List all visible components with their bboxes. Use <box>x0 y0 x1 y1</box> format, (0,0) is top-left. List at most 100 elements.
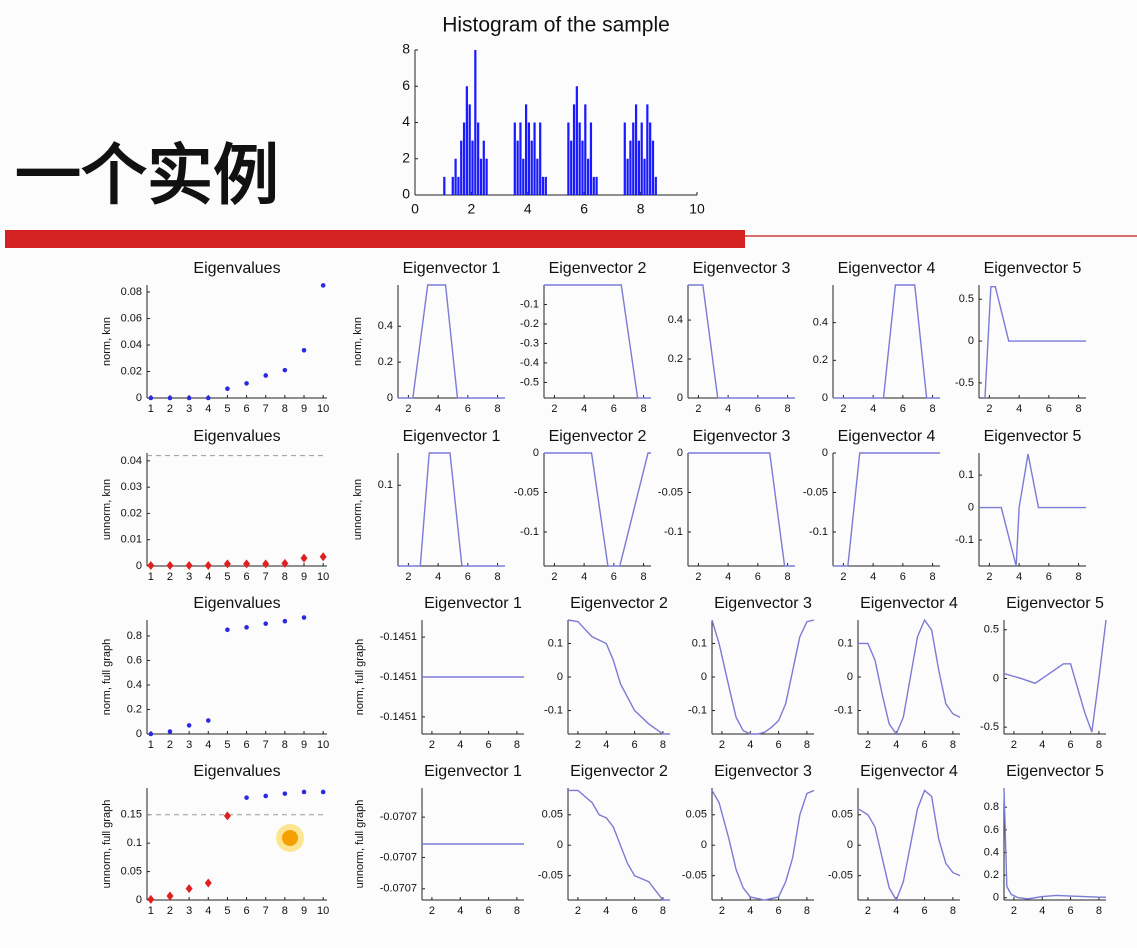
chart-title: Eigenvector 3 <box>693 260 791 277</box>
histogram-bar <box>651 140 655 195</box>
x-tick-label: 10 <box>317 403 329 415</box>
y-tick-label: 0.4 <box>378 320 393 332</box>
diamond-marker <box>281 558 289 568</box>
y-tick-label: -0.1451 <box>380 671 417 683</box>
y-tick-label: 6 <box>402 77 410 93</box>
y-tick-label: -0.1 <box>664 526 683 538</box>
histogram-bar <box>539 122 542 195</box>
x-tick-label: 2 <box>1011 905 1017 917</box>
x-tick-label: 4 <box>1016 571 1022 583</box>
x-tick-label: 9 <box>301 739 307 751</box>
y-tick-label: -0.0707 <box>380 851 417 863</box>
x-tick-label: 6 <box>900 571 906 583</box>
line <box>711 619 815 735</box>
x-tick-label: 1 <box>148 403 154 415</box>
x-tick-label: 4 <box>725 403 731 415</box>
histogram-bar <box>513 122 516 195</box>
histogram-bar <box>592 176 595 195</box>
line <box>979 453 1086 567</box>
x-tick-label: 4 <box>1039 905 1045 917</box>
y-tick-label: 0 <box>557 671 563 683</box>
y-axis-label: norm, knn <box>352 317 364 366</box>
diamond-marker <box>166 891 174 901</box>
y-tick-label: 0.2 <box>378 356 393 368</box>
x-tick-label: 8 <box>1096 905 1102 917</box>
chart-title: Eigenvector 4 <box>860 763 958 780</box>
y-axis-label: norm, full graph <box>101 639 113 715</box>
x-tick-label: 8 <box>950 905 956 917</box>
y-tick-label: -0.05 <box>682 870 707 882</box>
histogram-bar <box>527 122 531 195</box>
x-tick-label: 6 <box>244 571 250 583</box>
divider-bar <box>5 230 745 248</box>
y-axis-label: unnorm, knn <box>101 479 113 540</box>
line <box>567 619 670 735</box>
histogram-bar <box>578 122 581 195</box>
diamond-marker <box>223 559 231 569</box>
line <box>858 618 961 736</box>
x-tick-label: 4 <box>435 403 441 415</box>
x-tick-label: 2 <box>840 571 846 583</box>
line <box>833 284 940 399</box>
histogram-bar <box>457 176 460 195</box>
x-tick-label: 8 <box>282 905 288 917</box>
x-tick-label: 2 <box>429 905 435 917</box>
x-tick-label: 5 <box>224 571 230 583</box>
y-tick-label: 0 <box>136 728 142 740</box>
histogram-bar <box>524 104 528 195</box>
chart-title: Eigenvector 4 <box>860 595 958 612</box>
histogram-bar <box>443 176 446 195</box>
y-tick-label: -0.5 <box>520 376 539 388</box>
diamond-marker <box>300 553 308 563</box>
y-tick-label: 0.4 <box>813 317 828 329</box>
y-tick-label: -0.05 <box>658 486 683 498</box>
histogram-bar <box>567 122 570 195</box>
y-tick-label: 0 <box>557 839 563 851</box>
y-tick-label: -0.5 <box>980 721 999 733</box>
x-tick-label: 10 <box>317 571 329 583</box>
y-tick-label: 0 <box>968 501 974 513</box>
histogram-bar <box>474 50 477 195</box>
y-tick-label: 4 <box>402 113 410 129</box>
x-tick-label: 8 <box>930 403 936 415</box>
y-tick-label: 0.04 <box>121 339 142 351</box>
y-tick-label: 0 <box>822 392 828 404</box>
histogram-bar <box>634 104 638 195</box>
x-tick-label: 6 <box>632 905 638 917</box>
dot-marker <box>282 791 288 796</box>
dot-marker <box>186 395 192 401</box>
x-tick-label: 8 <box>282 571 288 583</box>
histogram-bar <box>640 122 643 195</box>
y-tick-label: 0.02 <box>121 365 142 377</box>
y-tick-label: 0.1 <box>548 637 563 649</box>
x-tick-label: 10 <box>317 739 329 751</box>
y-tick-label: 0 <box>701 839 707 851</box>
dot-marker <box>205 395 211 401</box>
histogram-bar <box>654 176 657 195</box>
diamond-marker <box>147 894 155 904</box>
histogram-bar <box>584 104 587 195</box>
chart-title: Eigenvector 3 <box>714 595 812 612</box>
x-tick-label: 0 <box>411 201 419 217</box>
x-tick-label: 2 <box>575 905 581 917</box>
x-tick-label: 6 <box>611 571 617 583</box>
diamond-marker <box>262 559 270 569</box>
y-tick-label: -0.2 <box>520 318 539 330</box>
x-tick-label: 4 <box>1039 739 1045 751</box>
x-tick-label: 2 <box>719 905 725 917</box>
x-tick-label: 4 <box>205 739 211 751</box>
x-tick-label: 2 <box>167 571 173 583</box>
x-tick-label: 4 <box>205 905 211 917</box>
histogram-bar <box>575 86 578 195</box>
y-tick-label: 0.15 <box>121 809 142 821</box>
x-tick-label: 9 <box>301 403 307 415</box>
y-tick-label: -0.1 <box>544 704 563 716</box>
histogram-bar <box>451 176 454 195</box>
x-tick-label: 4 <box>581 571 587 583</box>
chart-title: Eigenvalues <box>193 260 280 277</box>
y-tick-label: -0.1 <box>688 704 707 716</box>
histogram-bar <box>522 158 525 195</box>
y-axis-label: norm, knn <box>101 317 113 366</box>
y-tick-label: 0.02 <box>121 507 142 519</box>
